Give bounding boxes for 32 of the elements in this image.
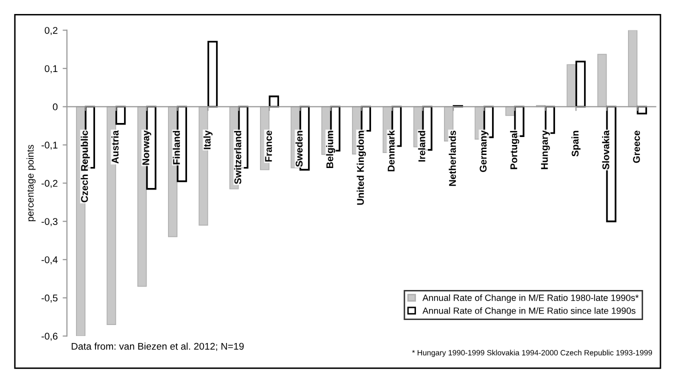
y-tick-label: 0,1 xyxy=(44,65,58,74)
x-tick-label: Austria xyxy=(111,130,119,164)
x-tick-label: Hungary xyxy=(541,130,550,170)
x-tick-label: Italy xyxy=(203,130,213,150)
x-tick-label: Portugal xyxy=(510,130,520,170)
x-tick-label: Sweden xyxy=(295,130,303,167)
y-tick-label: -0,4 xyxy=(42,256,58,264)
x-tick-label: Denmark xyxy=(387,130,395,172)
x-tick-label: Germany xyxy=(480,130,489,172)
x-tick-label: Slovakia xyxy=(602,130,610,170)
y-axis-title: percentage points xyxy=(26,144,36,222)
y-tick-label: 0,2 xyxy=(44,26,58,36)
y-tick-label: -0,1 xyxy=(42,142,58,150)
y-tick-label: -0,3 xyxy=(42,218,58,226)
legend-label: Annual Rate of Change in M/E Ratio 1980-late 1990s* xyxy=(422,294,639,303)
x-tick-label: Greece xyxy=(633,130,640,163)
legend-label: Annual Rate of Change in M/E Ratio since late 1990s xyxy=(422,307,636,316)
x-tick-label: Czech Republic xyxy=(80,130,90,202)
x-tick-label: Netherlands xyxy=(448,130,456,186)
x-tick-label: Finland xyxy=(172,130,180,164)
text: Data from: van Biezen et al. 2012; N=19 xyxy=(72,342,244,351)
x-tick-label: Norway xyxy=(142,130,152,165)
x-tick-label: France xyxy=(265,130,272,162)
y-tick-label: -0,2 xyxy=(42,180,58,188)
y-tick-label: -0,5 xyxy=(42,294,58,303)
x-tick-label: Spain xyxy=(571,130,581,156)
y-tick-label: -0,6 xyxy=(42,332,58,341)
x-tick-label: Switzerland xyxy=(234,130,242,184)
y-tick-label: 0 xyxy=(52,103,58,110)
x-tick-label: Ireland xyxy=(418,130,426,162)
x-tick-label: United Kingdom xyxy=(356,130,366,205)
x-tick-label: Belgium xyxy=(326,130,336,168)
